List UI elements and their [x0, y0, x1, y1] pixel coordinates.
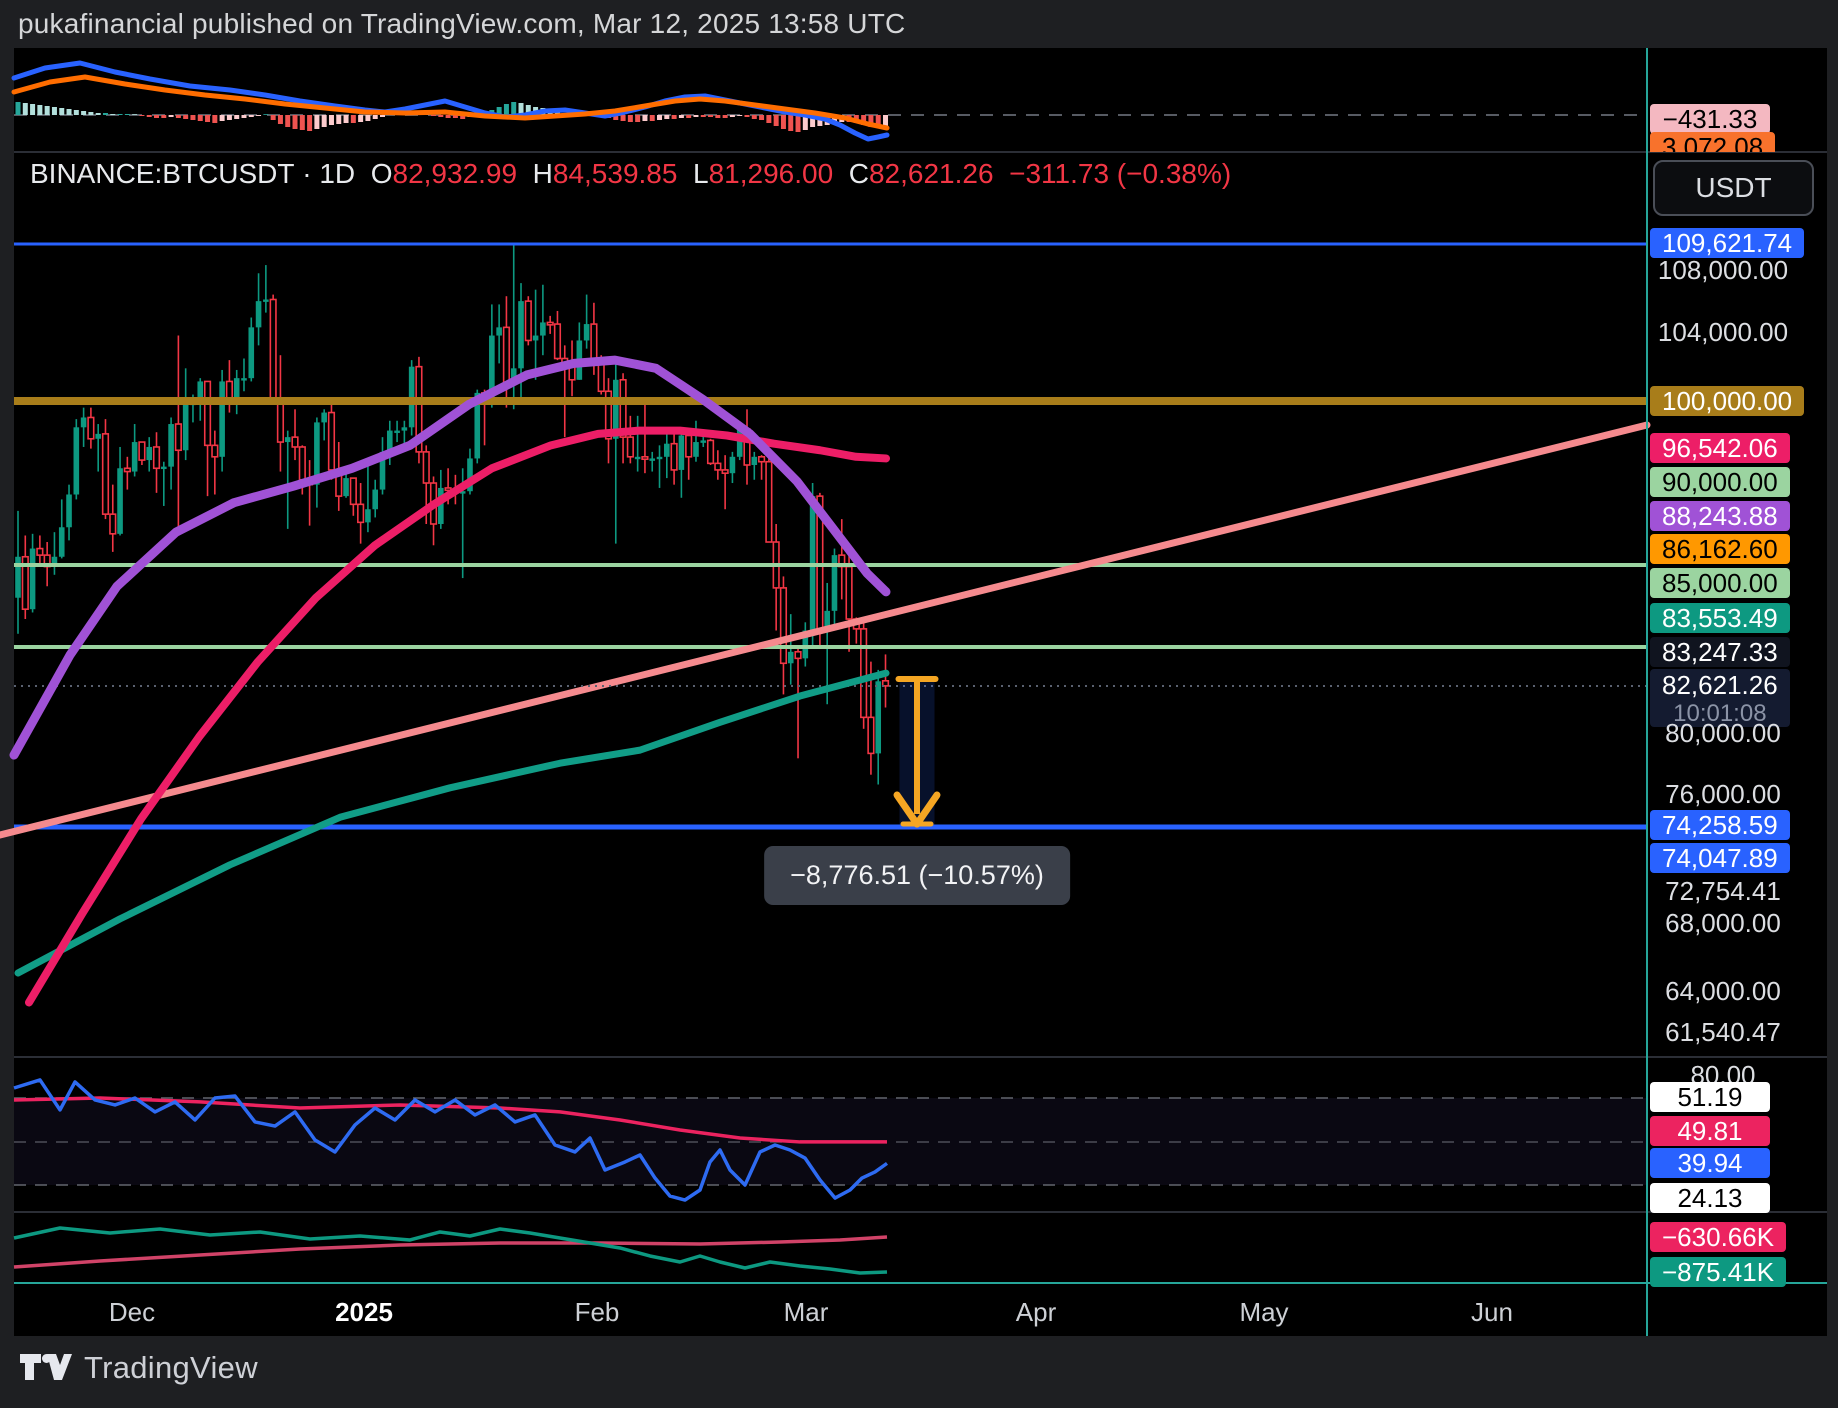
- price-scale-label: 100,000.00: [1650, 386, 1805, 416]
- price-scale-label: 83,247.33: [1650, 637, 1790, 667]
- publish-text: pukafinancial published on TradingView.c…: [18, 8, 906, 39]
- high-value: 84,539.85: [552, 158, 678, 189]
- tradingview-brand: TradingView: [84, 1350, 258, 1385]
- tradingview-logo-icon: [20, 1354, 72, 1380]
- price-scale-label: −630.66K: [1650, 1222, 1787, 1252]
- time-axis-tick-2025: 2025: [335, 1297, 393, 1327]
- price-scale-label: 83,553.49: [1650, 603, 1790, 633]
- price-scale-label: 3,072.08: [1650, 132, 1776, 152]
- measure-label: −8,776.51 (−10.57%): [764, 846, 1070, 905]
- time-axis-tick-may: May: [1239, 1297, 1289, 1327]
- price-scale-tick: 80,000.00: [1665, 718, 1781, 748]
- price-scale-label: 39.94: [1650, 1148, 1770, 1178]
- price-scale-label: 109,621.74: [1650, 228, 1805, 258]
- time-axis-tick-mar: Mar: [783, 1297, 829, 1327]
- symbol-name[interactable]: BINANCE:BTCUSDT: [30, 158, 295, 189]
- price-scale-tick: 104,000.00: [1657, 317, 1789, 347]
- symbol-legend[interactable]: BINANCE:BTCUSDT · 1D O 82,932.99 H 84,539.…: [30, 158, 1231, 190]
- price-scale-label: −431.33: [1650, 104, 1770, 134]
- price-scale-label: 82,621.26 10:01:08: [1650, 669, 1790, 727]
- high-label: H: [532, 158, 553, 189]
- price-scale-tick: 108,000.00: [1657, 255, 1789, 285]
- low-value: 81,296.00: [708, 158, 834, 189]
- price-scale-tick: 76,000.00: [1665, 779, 1781, 809]
- countdown-timer: 10:01:08: [1673, 699, 1767, 727]
- time-axis-tick-apr: Apr: [1015, 1297, 1057, 1327]
- close-label: C: [848, 158, 869, 189]
- price-scale-tick: 68,000.00: [1665, 908, 1781, 938]
- price-scale-tick: 72,754.41: [1665, 876, 1781, 906]
- open-label: O: [370, 158, 393, 189]
- price-scale-tick: 64,000.00: [1665, 976, 1781, 1006]
- price-scale-label: 51.19: [1650, 1082, 1770, 1112]
- publish-banner: pukafinancial published on TradingView.c…: [18, 0, 905, 48]
- legend-separator: ·: [302, 158, 312, 189]
- low-label: L: [693, 158, 709, 189]
- price-scale-label: 49.81: [1650, 1116, 1770, 1146]
- price-scale-label: 88,243.88: [1650, 501, 1790, 531]
- price-scale-label: 24.13: [1650, 1183, 1770, 1213]
- time-axis-tick-jun: Jun: [1471, 1297, 1513, 1327]
- interval-label[interactable]: 1D: [319, 158, 356, 189]
- price-scale-label: 96,542.06: [1650, 433, 1790, 463]
- chart-background[interactable]: [14, 48, 1827, 1336]
- price-scale-label: 74,258.59: [1650, 810, 1790, 840]
- change-value: −311.73 (−0.38%): [1009, 158, 1232, 189]
- close-value: 82,621.26: [868, 158, 994, 189]
- currency-toggle-button[interactable]: USDT: [1653, 160, 1814, 216]
- price-scale-label: 90,000.00: [1650, 467, 1790, 497]
- time-axis-tick-feb: Feb: [574, 1297, 620, 1327]
- macd-price-scale[interactable]: −431.33 3,072.08: [0, 48, 1838, 152]
- price-scale-label: −875.41K: [1650, 1257, 1787, 1287]
- footer: TradingView: [20, 1350, 258, 1386]
- price-scale-label: 85,000.00: [1650, 568, 1790, 598]
- price-scale-label: 74,047.89: [1650, 843, 1790, 873]
- open-value: 82,932.99: [392, 158, 518, 189]
- price-scale-tick: 61,540.47: [1665, 1017, 1781, 1047]
- time-axis-tick-dec: Dec: [108, 1297, 156, 1327]
- price-scale-label: 86,162.60: [1650, 534, 1790, 564]
